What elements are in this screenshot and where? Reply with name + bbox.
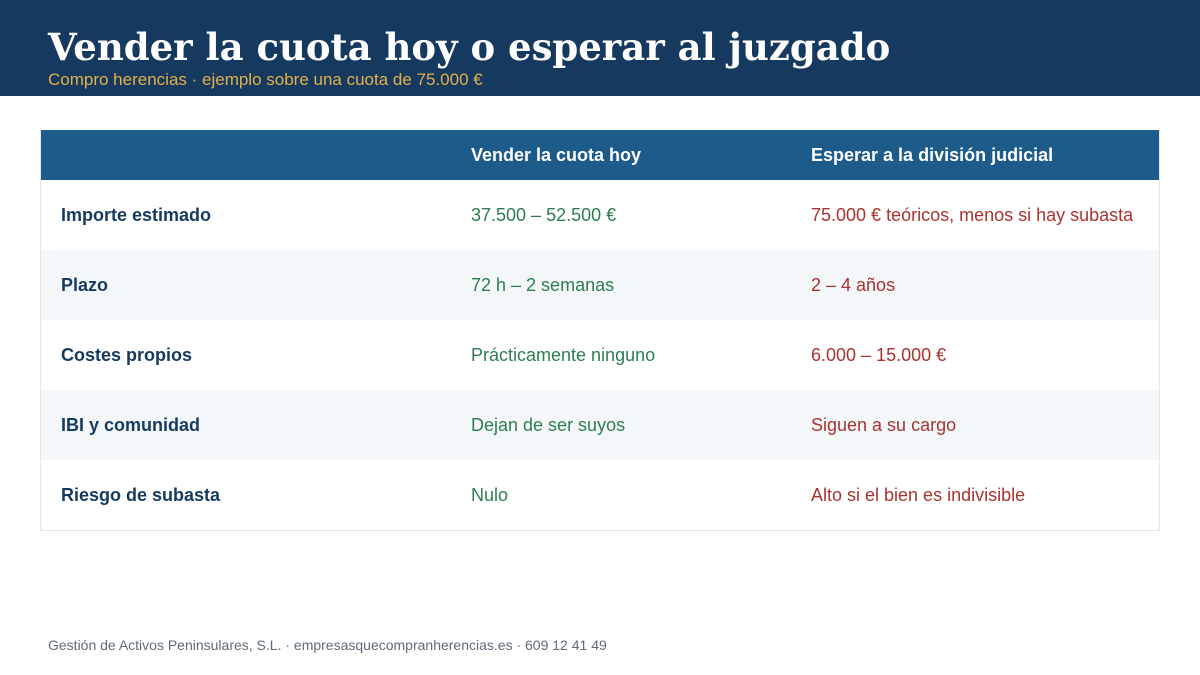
row-label: Plazo [61,274,109,295]
header-banner: Vender la cuota hoy o esperar al juzgado… [0,0,1200,96]
table-row: Plazo 72 h – 2 semanas 2 – 4 años [41,250,1159,320]
column-header-sell: Vender la cuota hoy [471,144,642,165]
column-header-wait: Esperar a la división judicial [811,144,1054,165]
sell-value: Prácticamente ninguno [471,344,656,365]
row-label: Importe estimado [61,204,212,225]
sell-value: Nulo [471,484,509,505]
row-label: IBI y comunidad [61,414,201,435]
comparison-table: Vender la cuota hoy Esperar a la divisió… [40,130,1160,531]
footer-contact: Gestión de Activos Peninsulares, S.L. · … [48,637,607,653]
table-row: Costes propios Prácticamente ninguno 6.0… [41,320,1159,390]
sell-value: 37.500 – 52.500 € [471,204,617,225]
wait-value: 75.000 € teóricos, menos si hay subasta [811,204,1134,225]
row-label: Riesgo de subasta [61,484,221,505]
wait-value: Siguen a su cargo [811,414,957,435]
table-row: IBI y comunidad Dejan de ser suyos Sigue… [41,390,1159,460]
table-row: Importe estimado 37.500 – 52.500 € 75.00… [41,180,1159,250]
page-subtitle: Compro herencias · ejemplo sobre una cuo… [48,70,483,89]
wait-value: 6.000 – 15.000 € [811,344,947,365]
wait-value: 2 – 4 años [811,274,896,295]
sell-value: 72 h – 2 semanas [471,274,615,295]
table-header-row: Vender la cuota hoy Esperar a la divisió… [41,130,1159,180]
page-title: Vender la cuota hoy o esperar al juzgado [48,25,891,69]
sell-value: Dejan de ser suyos [471,414,626,435]
table-row: Riesgo de subasta Nulo Alto si el bien e… [41,460,1159,530]
wait-value: Alto si el bien es indivisible [811,484,1026,505]
row-label: Costes propios [61,344,193,365]
